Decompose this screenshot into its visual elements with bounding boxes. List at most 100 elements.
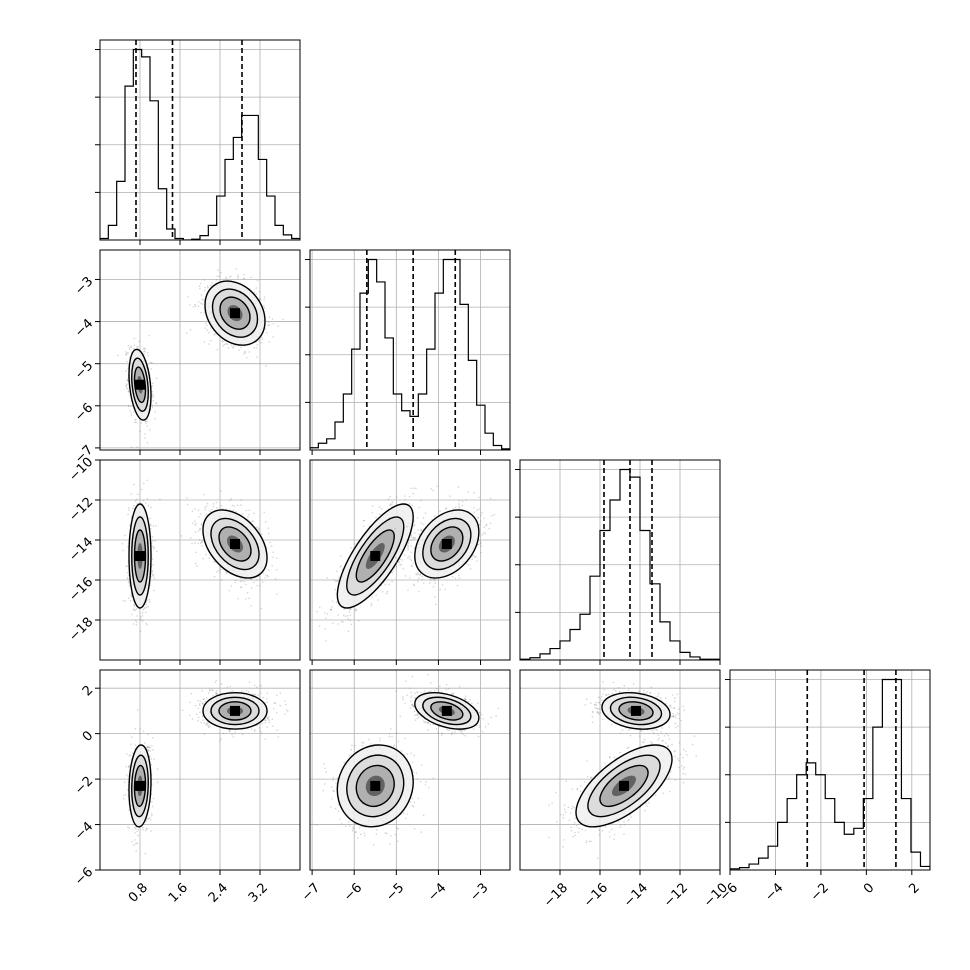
- density-peak: [230, 539, 240, 549]
- scatter-point: [127, 577, 129, 580]
- scatter-point: [259, 578, 262, 580]
- scatter-point: [146, 420, 149, 423]
- scatter-point: [375, 594, 377, 596]
- scatter-point: [429, 578, 431, 581]
- scatter-point: [154, 417, 157, 420]
- scatter-point: [350, 623, 353, 626]
- scatter-point: [235, 268, 238, 270]
- scatter-point: [348, 608, 351, 611]
- scatter-point: [412, 562, 414, 565]
- scatter-point: [136, 493, 139, 495]
- scatter-point: [202, 493, 205, 496]
- scatter-point: [200, 540, 203, 542]
- scatter-point: [154, 524, 157, 527]
- scatter-point: [134, 418, 137, 421]
- scatter-point: [144, 607, 147, 609]
- scatter-point: [213, 575, 216, 578]
- scatter-point: [344, 615, 347, 618]
- scatter-point: [219, 566, 221, 569]
- scatter-point: [267, 575, 269, 578]
- scatter-point: [485, 524, 488, 527]
- scatter-point: [150, 523, 152, 526]
- scatter-point: [130, 346, 133, 349]
- scatter-point: [225, 343, 227, 345]
- scatter-point: [153, 577, 156, 579]
- scatter-point: [230, 497, 232, 500]
- scatter-point: [215, 279, 218, 281]
- scatter-point: [135, 421, 138, 424]
- scatter-point: [206, 324, 208, 327]
- scatter-point: [232, 346, 235, 348]
- scatter-point: [126, 379, 128, 382]
- scatter-point: [191, 522, 194, 525]
- scatter-point: [264, 521, 267, 523]
- scatter-point: [134, 500, 137, 503]
- scatter-point: [413, 584, 416, 587]
- scatter-point: [407, 589, 409, 592]
- scatter-point: [256, 344, 259, 346]
- scatter-point: [125, 385, 127, 387]
- scatter-point: [250, 276, 253, 279]
- scatter-point: [334, 588, 337, 591]
- scatter-point: [413, 525, 415, 527]
- scatter-point: [268, 341, 271, 343]
- scatter-point: [238, 349, 240, 351]
- scatter-point: [207, 331, 210, 334]
- scatter-point: [203, 311, 206, 314]
- scatter-point: [270, 545, 273, 547]
- scatter-point: [250, 578, 252, 581]
- scatter-point: [211, 508, 214, 511]
- scatter-point: [371, 511, 374, 514]
- scatter-point: [255, 287, 258, 289]
- scatter-point: [142, 482, 145, 485]
- scatter-point: [433, 579, 436, 581]
- scatter-point: [127, 404, 130, 407]
- scatter-point: [132, 483, 135, 486]
- scatter-point: [122, 549, 124, 552]
- scatter-point: [152, 382, 154, 385]
- scatter-point: [189, 537, 192, 539]
- scatter-point: [381, 590, 384, 593]
- scatter-point: [399, 564, 401, 566]
- panel-frame: [309, 249, 511, 451]
- scatter-point: [126, 565, 128, 567]
- scatter-point: [410, 564, 413, 567]
- scatter-point: [146, 441, 149, 444]
- scatter-point: [410, 539, 413, 541]
- scatter-point: [263, 307, 266, 309]
- scatter-point: [410, 545, 412, 547]
- scatter-point: [200, 311, 202, 314]
- scatter-point: [151, 393, 154, 396]
- scatter-point: [207, 286, 209, 289]
- scatter-point: [148, 334, 150, 337]
- scatter-point: [146, 606, 148, 608]
- scatter-point: [413, 523, 416, 526]
- scatter-point: [126, 571, 129, 574]
- scatter-point: [197, 301, 200, 303]
- scatter-point: [147, 605, 150, 608]
- scatter-point: [342, 621, 344, 623]
- scatter-point: [132, 609, 135, 611]
- scatter-point: [260, 341, 262, 344]
- scatter-point: [133, 603, 135, 606]
- scatter-point: [151, 361, 153, 364]
- scatter-point: [146, 623, 148, 626]
- scatter-point: [408, 577, 411, 579]
- scatter-point: [149, 600, 151, 603]
- scatter-point: [195, 551, 197, 554]
- scatter-point: [325, 640, 327, 642]
- scatter-point: [142, 608, 145, 611]
- scatter-point: [191, 542, 193, 545]
- scatter-point: [255, 579, 258, 581]
- panel-frame: [99, 459, 301, 661]
- scatter-point: [151, 558, 154, 560]
- scatter-point: [263, 296, 266, 298]
- scatter-point: [127, 390, 130, 392]
- scatter-point: [259, 297, 261, 299]
- scatter-point: [148, 598, 151, 601]
- scatter-point: [154, 539, 157, 542]
- scatter-point: [145, 420, 147, 423]
- scatter-point: [325, 617, 327, 620]
- scatter-point: [194, 508, 196, 510]
- scatter-point: [395, 565, 398, 568]
